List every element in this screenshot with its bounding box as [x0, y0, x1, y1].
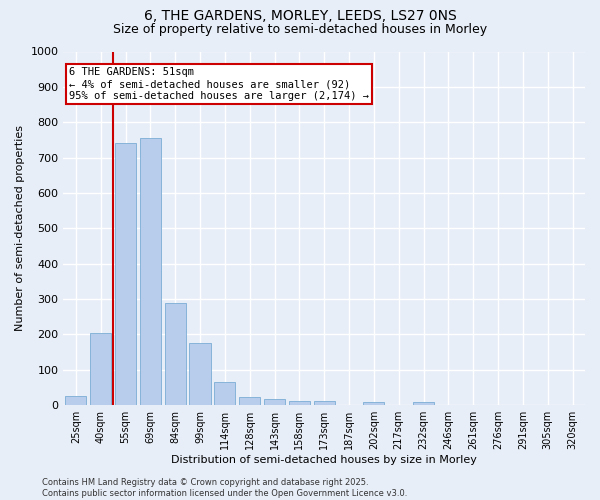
Bar — [115, 144, 136, 405]
Y-axis label: Number of semi-detached properties: Number of semi-detached properties — [15, 126, 25, 332]
Text: 6 THE GARDENS: 51sqm
← 4% of semi-detached houses are smaller (92)
95% of semi-d: 6 THE GARDENS: 51sqm ← 4% of semi-detach… — [68, 68, 368, 100]
Text: Contains HM Land Registry data © Crown copyright and database right 2025.
Contai: Contains HM Land Registry data © Crown c… — [42, 478, 407, 498]
Bar — [164, 302, 186, 405]
Bar — [65, 396, 86, 405]
Text: Size of property relative to semi-detached houses in Morley: Size of property relative to semi-detach… — [113, 22, 487, 36]
Bar — [214, 382, 235, 405]
Text: 6, THE GARDENS, MORLEY, LEEDS, LS27 0NS: 6, THE GARDENS, MORLEY, LEEDS, LS27 0NS — [143, 9, 457, 23]
Bar — [239, 398, 260, 405]
Bar — [314, 400, 335, 405]
Bar — [90, 332, 111, 405]
Bar — [190, 344, 211, 405]
Bar — [264, 399, 285, 405]
Bar — [413, 402, 434, 405]
Bar — [364, 402, 385, 405]
Bar — [289, 400, 310, 405]
Bar — [140, 138, 161, 405]
X-axis label: Distribution of semi-detached houses by size in Morley: Distribution of semi-detached houses by … — [171, 455, 477, 465]
